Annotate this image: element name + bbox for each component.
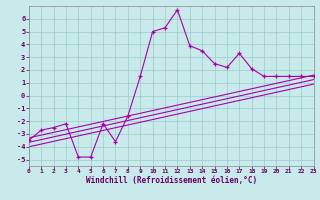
X-axis label: Windchill (Refroidissement éolien,°C): Windchill (Refroidissement éolien,°C) bbox=[86, 176, 257, 185]
